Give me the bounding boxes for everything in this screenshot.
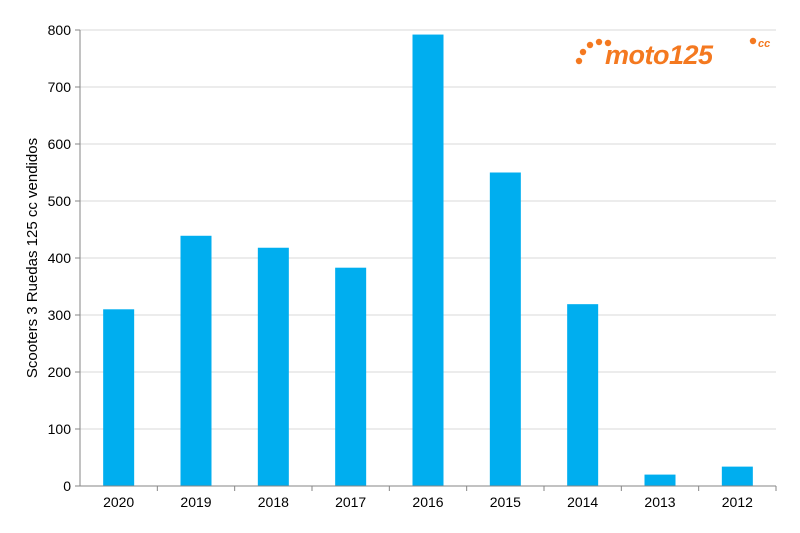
y-tick-label: 800 <box>48 22 72 38</box>
bars <box>103 34 753 487</box>
x-tick-labels: 2020 2019 2018 2017 2016 2015 2014 2013 2012 <box>103 486 777 510</box>
x-tick-label: 2019 <box>180 494 211 510</box>
logo-dots-icon <box>575 38 612 65</box>
logo-dot-icon <box>749 37 757 45</box>
logo-text: moto125 <box>605 40 714 70</box>
y-tick-labels: 0 100 200 300 400 500 600 700 800 <box>48 22 80 494</box>
bar-2012 <box>721 466 753 486</box>
x-tick-label: 2017 <box>335 494 366 510</box>
y-tick-label: 300 <box>48 307 72 323</box>
bar-2016 <box>412 34 444 487</box>
logo-suffix: cc <box>758 38 770 50</box>
bar-2018 <box>257 247 289 486</box>
y-tick-label: 600 <box>48 136 72 152</box>
bar-2015 <box>489 172 521 486</box>
y-axis-title: Scooters 3 Ruedas 125 cc vendidos <box>24 138 41 378</box>
x-tick-label: 2014 <box>567 494 598 510</box>
x-tick-label: 2013 <box>644 494 675 510</box>
x-tick-label: 2015 <box>490 494 521 510</box>
y-tick-label: 700 <box>48 79 72 95</box>
y-tick-label: 100 <box>48 421 72 437</box>
bar-2017 <box>335 267 367 486</box>
bar-2020 <box>103 309 135 486</box>
bar-2013 <box>644 474 676 486</box>
moto125-logo: moto125 cc <box>575 37 770 70</box>
y-tick-label: 200 <box>48 364 72 380</box>
bar-2019 <box>180 235 212 486</box>
y-tick-label: 0 <box>63 478 71 494</box>
x-tick-label: 2012 <box>722 494 753 510</box>
x-tick-label: 2018 <box>258 494 289 510</box>
y-tick-label: 400 <box>48 250 72 266</box>
x-tick-label: 2020 <box>103 494 134 510</box>
x-tick-label: 2016 <box>412 494 443 510</box>
bar-2014 <box>567 304 599 486</box>
y-tick-label: 500 <box>48 193 72 209</box>
